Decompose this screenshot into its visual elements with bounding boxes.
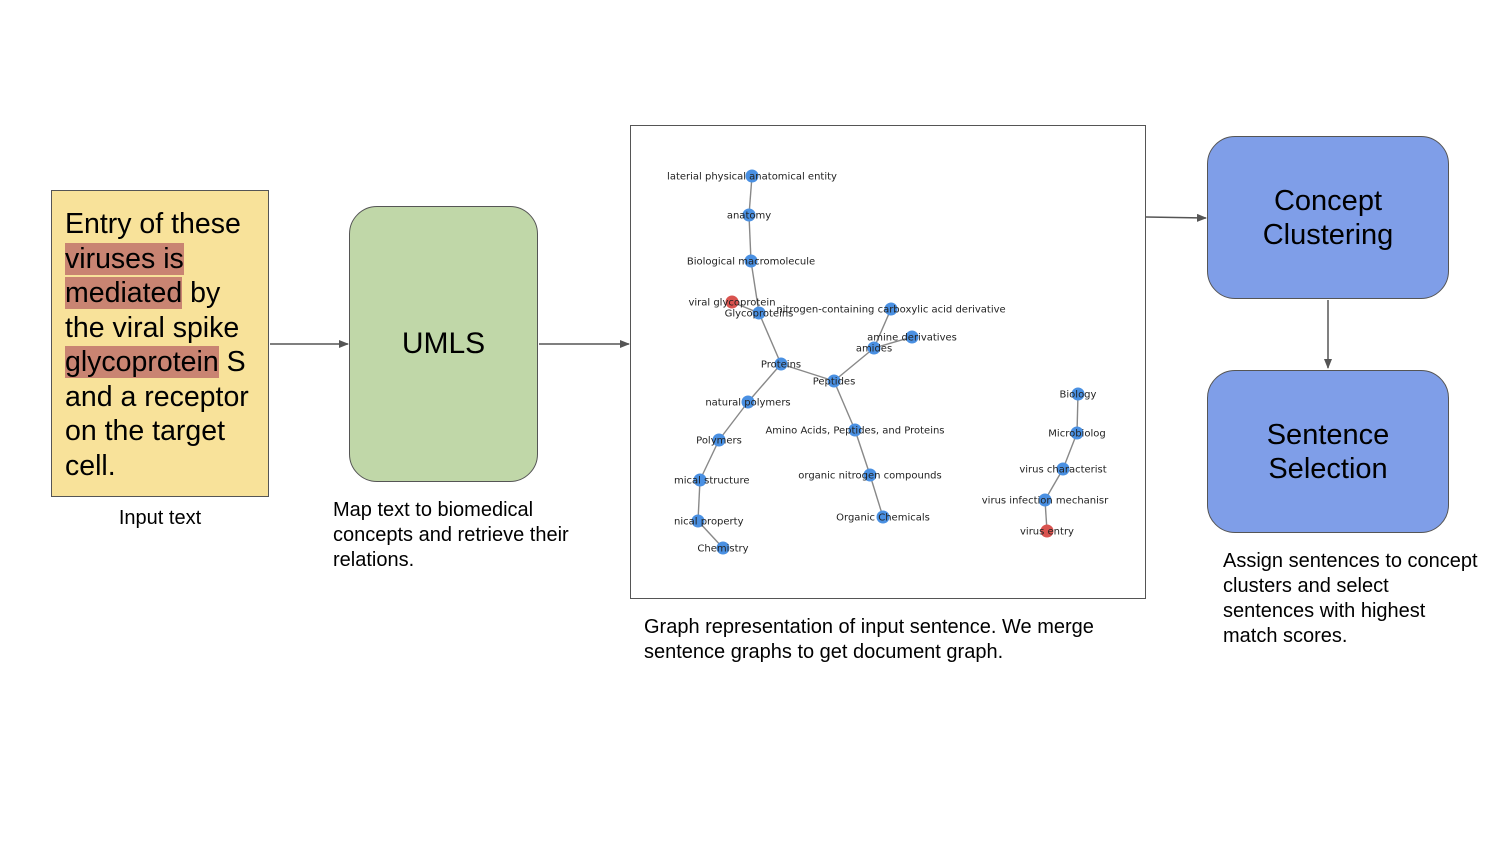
graph-node-label: Amino Acids, Peptides, and Proteins [765, 426, 944, 437]
graph-node [1038, 493, 1052, 507]
graph-node [725, 295, 739, 309]
graph-node [867, 341, 881, 355]
graph-node-label: amine derivatives [867, 333, 957, 344]
graph-edge [1076, 393, 1079, 434]
graph-edge [748, 214, 752, 262]
input-caption: Input text [118, 507, 202, 529]
arrow-graph-to-clustering [1145, 213, 1207, 222]
graph-edge [748, 175, 753, 216]
sentence-selection-box: Sentence Selection [1207, 370, 1449, 533]
graph-node [1071, 387, 1085, 401]
sentence-selection-label: Sentence Selection [1266, 418, 1390, 485]
umls-label: UMLS [401, 327, 486, 360]
graph-node [745, 169, 759, 183]
graph-edge [758, 312, 782, 365]
concept-graph-panel: laterial physical anatomical entity anato… [630, 125, 1146, 599]
text-segment: Entry of these [65, 208, 241, 240]
highlighted-text-segment: mediated [65, 277, 183, 309]
graph-node-label: nical property [674, 517, 744, 528]
graph-node-label: Glycoproteins [725, 309, 794, 320]
graph-node-label: virus entry [1020, 527, 1074, 538]
highlighted-text-segment: glycoprotein [65, 346, 219, 378]
graph-node [712, 433, 726, 447]
graph-edge [718, 401, 749, 441]
graph-edge [697, 479, 701, 522]
graph-node-label: virus characterist [1019, 465, 1106, 476]
concept-graph: laterial physical anatomical entity anato… [667, 169, 1109, 555]
graph-edge [854, 429, 871, 476]
input-text-box: Entry of these viruses is mediated by th… [51, 190, 269, 497]
graph-node-label: Organic Chemicals [836, 513, 930, 524]
graph-node [742, 208, 756, 222]
graph-node [693, 473, 707, 487]
graph-edge [750, 260, 760, 314]
umls-caption: Map text to biomedical concepts and retr… [333, 499, 569, 571]
graph-node-label: amides [856, 344, 892, 355]
graph-node [691, 514, 705, 528]
text-segment: by the viral spike [65, 277, 240, 344]
graph-node [884, 302, 898, 316]
selection-caption: Assign sentences to concept clusters and… [1223, 550, 1478, 647]
umls-box: UMLS [349, 206, 538, 482]
graph-node-label: natural polymers [705, 398, 790, 409]
graph-node-label: Microbiolog [1048, 429, 1105, 440]
graph-node [905, 330, 919, 344]
graph-node [1070, 426, 1084, 440]
graph-node-label: nitrogen-containing carboxylic acid deri… [776, 305, 1005, 316]
graph-node [863, 468, 877, 482]
graph-node [1056, 462, 1070, 476]
graph-node-label: laterial physical anatomical entity [667, 172, 837, 183]
graph-node [752, 306, 766, 320]
graph-node-label: Proteins [761, 360, 801, 371]
graph-node-label: Polymers [696, 436, 742, 447]
graph-node-label: organic nitrogen compounds [798, 471, 941, 482]
text-segment: S and a receptor on the target cell. [65, 346, 249, 482]
concept-clustering-box: Concept Clustering [1207, 136, 1449, 299]
graph-node-label: anatomy [727, 211, 771, 222]
concept-clustering-label: Concept Clustering [1262, 184, 1394, 251]
graph-node-label: viral glycoprotein [688, 298, 775, 309]
graph-node [741, 395, 755, 409]
graph-node-label: virus infection mechanisr [982, 496, 1109, 507]
graph-node-label: Peptides [813, 377, 856, 388]
graph-edge [780, 363, 835, 382]
graph-node-label: Chemistry [697, 544, 748, 555]
graph-node [827, 374, 841, 388]
graph-node [1040, 524, 1054, 538]
highlighted-text-segment: viruses is [65, 242, 184, 275]
graph-node [744, 254, 758, 268]
graph-node [774, 357, 788, 371]
graph-node-label: Biology [1060, 390, 1097, 401]
graph-edge [869, 474, 884, 518]
graph-node-label: mical structure [674, 476, 749, 487]
graph-node [876, 510, 890, 524]
graph-edge [873, 308, 892, 349]
graph-edge [833, 380, 856, 431]
graph-edge [699, 439, 720, 481]
graph-caption: Graph representation of input sentence. … [644, 616, 1094, 663]
graph-node-label: Biological macromolecule [687, 257, 815, 268]
graph-edge [747, 363, 782, 403]
graph-edge [873, 336, 913, 349]
graph-edge [833, 347, 875, 382]
graph-node [716, 541, 730, 555]
graph-node [848, 423, 862, 437]
